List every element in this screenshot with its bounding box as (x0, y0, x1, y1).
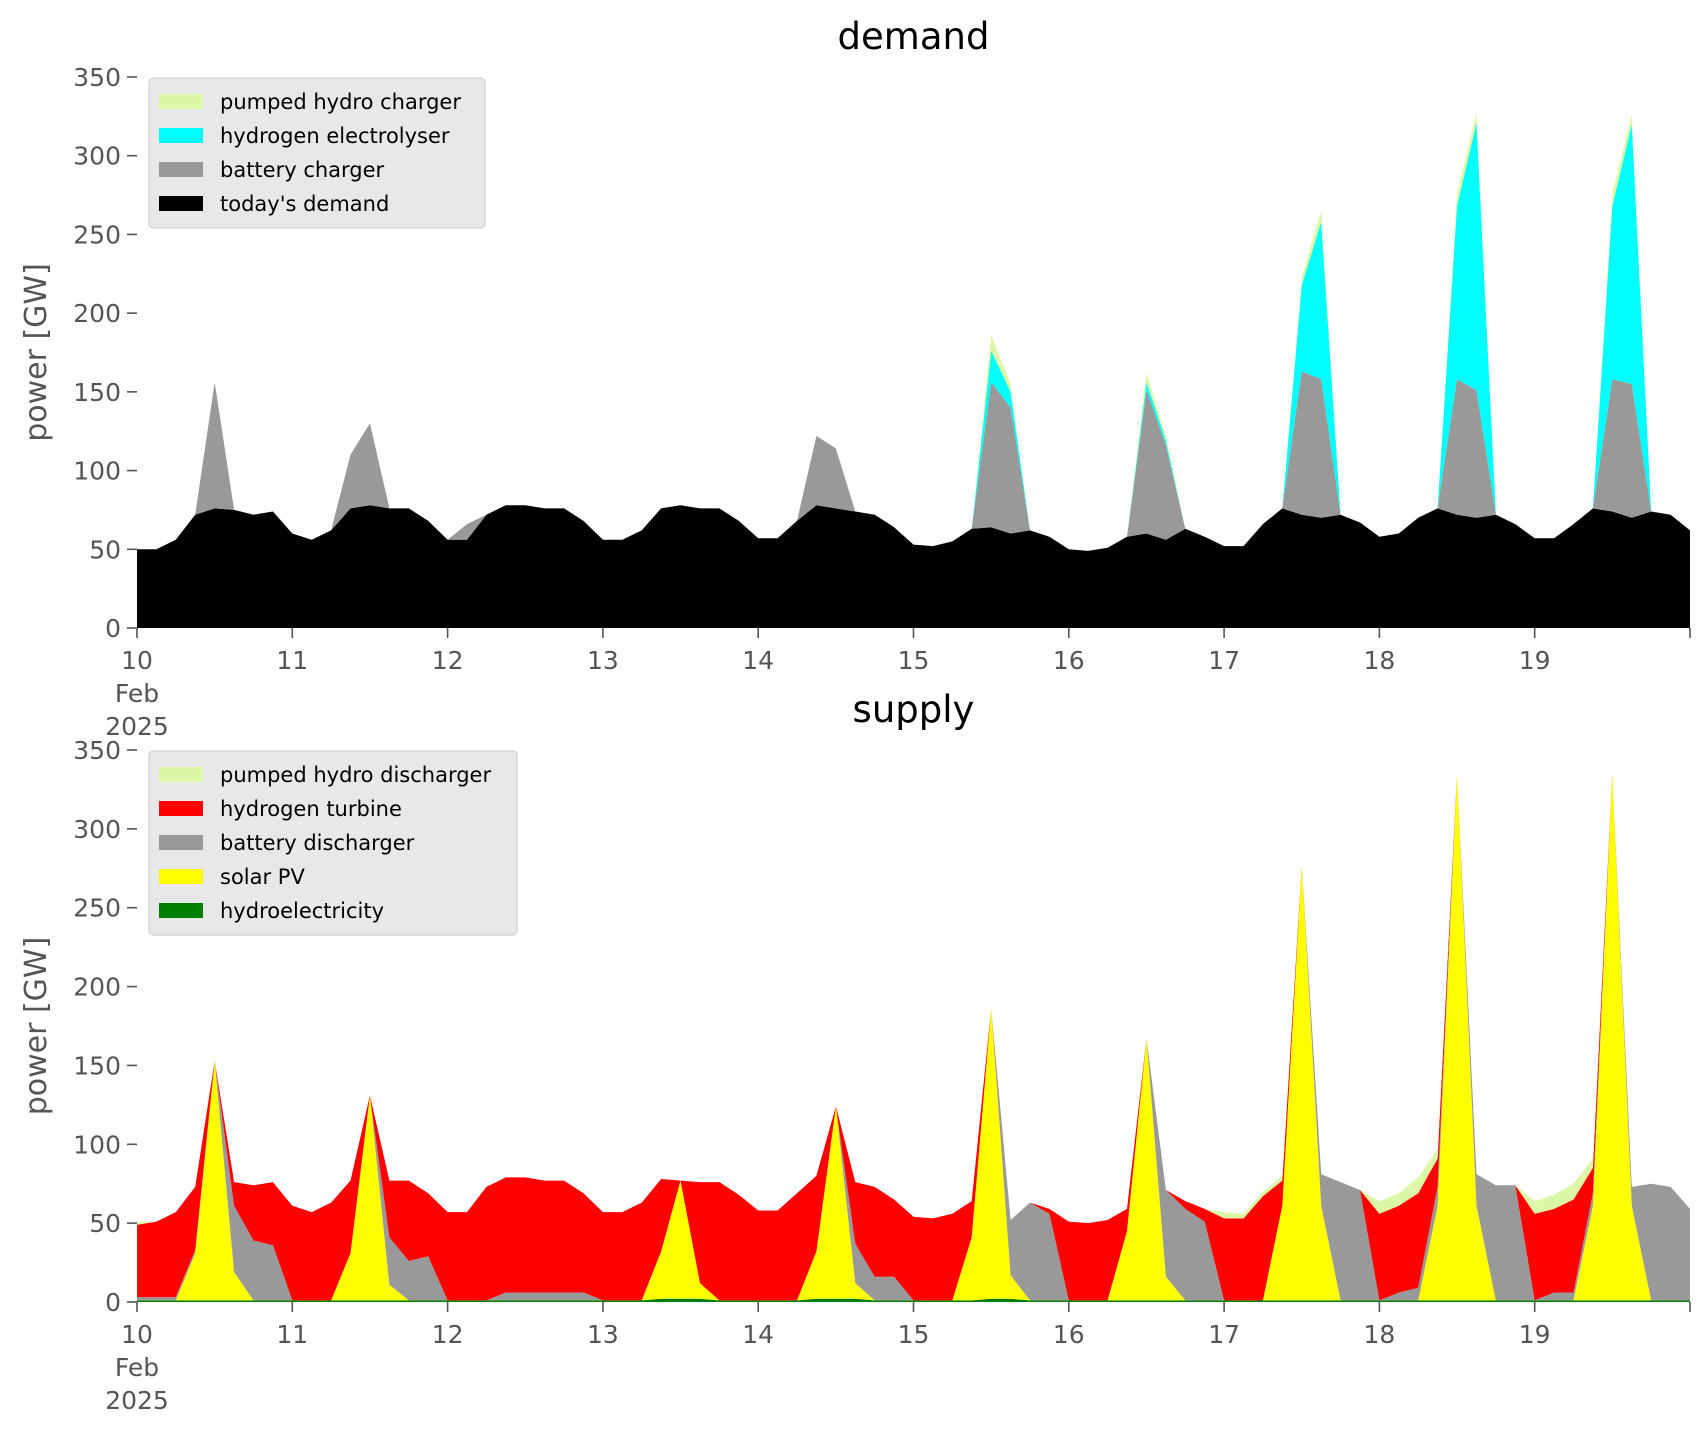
x-tick-label: 11 (276, 646, 308, 675)
x-tick-label: 10 (121, 646, 153, 675)
y-tick-label: 300 (73, 815, 121, 844)
legend-label-solar-pv: solar PV (220, 865, 305, 889)
y-tick-label: 0 (105, 1288, 121, 1317)
x-tick-sublabel: 2025 (105, 712, 169, 741)
y-tick-label: 150 (73, 378, 121, 407)
y-tick-label: 300 (73, 142, 121, 171)
x-tick-label: 15 (898, 1320, 930, 1349)
y-tick-label: 0 (105, 614, 121, 643)
series-area-hydrogen-turbine (137, 773, 1690, 1301)
x-tick-label: 15 (898, 646, 930, 675)
x-tick-label: 18 (1363, 1320, 1395, 1349)
x-tick-label: 11 (276, 1320, 308, 1349)
legend-label-battery-charger: battery charger (220, 158, 385, 182)
x-tick-label: 17 (1208, 1320, 1240, 1349)
x-tick-label: 13 (587, 1320, 619, 1349)
y-tick-label: 100 (73, 457, 121, 486)
legend-label-hydrogen-electrolyser: hydrogen electrolyser (220, 124, 450, 148)
chart-panel-demand: demand power [GW] 0 50 100 150 200 250 300 350 10 F… (19, 15, 1691, 741)
chart-panel-supply: supply power [GW] 0 50 100 150 200 250 300 350 10 F… (19, 688, 1691, 1415)
y-tick-label: 250 (73, 894, 121, 923)
x-tick-label: 16 (1053, 646, 1085, 675)
x-tick-sublabel: Feb (115, 1353, 159, 1382)
legend-swatch-battery-discharger (159, 835, 203, 850)
y-tick-label: 250 (73, 220, 121, 249)
legend-swatch-hydroelectricity (159, 903, 203, 918)
legend: pumped hydro charger hydrogen electrolyse… (148, 77, 486, 229)
chart-title: demand (838, 15, 990, 58)
legend-label-battery-discharger: battery discharger (220, 831, 415, 855)
x-tick-label: 18 (1363, 646, 1395, 675)
legend-label-pumped-hydro-charger: pumped hydro charger (220, 90, 461, 114)
x-tick-label: 10 (121, 1320, 153, 1349)
legend-swatch-hydrogen-turbine (159, 801, 203, 816)
series-area-battery-charger (137, 371, 1690, 551)
y-tick-label: 200 (73, 973, 121, 1002)
legend-label-pumped-hydro-discharger: pumped hydro discharger (220, 763, 491, 787)
y-tick-label: 150 (73, 1051, 121, 1080)
legend-label-today-s-demand: today's demand (220, 192, 389, 216)
legend-box (148, 750, 518, 936)
legend: pumped hydro discharger hydrogen turbine b… (148, 750, 518, 936)
series-area-solar-pv (137, 773, 1690, 1301)
legend-swatch-pumped-hydro-charger (159, 94, 203, 109)
legend-swatch-hydrogen-electrolyser (159, 128, 203, 143)
x-tick-sublabel: 2025 (105, 1386, 169, 1415)
x-tick-label: 16 (1053, 1320, 1085, 1349)
y-tick-label: 200 (73, 299, 121, 328)
y-tick-label: 50 (89, 1209, 121, 1238)
chart-title: supply (853, 688, 975, 731)
x-tick-label: 14 (742, 646, 774, 675)
legend-box (148, 77, 486, 229)
x-tick-label: 12 (432, 1320, 464, 1349)
legend-swatch-today-s-demand (159, 196, 203, 211)
x-tick-label: 17 (1208, 646, 1240, 675)
y-tick-label: 350 (73, 63, 121, 92)
x-tick-label: 12 (432, 646, 464, 675)
y-axis-label: power [GW] (19, 263, 54, 442)
x-tick-label: 14 (742, 1320, 774, 1349)
x-tick-sublabel: Feb (115, 679, 159, 708)
legend-swatch-pumped-hydro-discharger (159, 767, 203, 782)
y-axis-label: power [GW] (19, 937, 54, 1116)
series-area-today-s-demand (137, 505, 1690, 628)
y-tick-label: 350 (73, 736, 121, 765)
legend-swatch-solar-pv (159, 869, 203, 884)
x-tick-label: 19 (1519, 646, 1551, 675)
legend-swatch-battery-charger (159, 162, 203, 177)
legend-label-hydroelectricity: hydroelectricity (220, 899, 384, 923)
legend-label-hydrogen-turbine: hydrogen turbine (220, 797, 402, 821)
x-tick-label: 13 (587, 646, 619, 675)
y-tick-label: 100 (73, 1130, 121, 1159)
x-tick-label: 19 (1519, 1320, 1551, 1349)
y-tick-label: 50 (89, 535, 121, 564)
